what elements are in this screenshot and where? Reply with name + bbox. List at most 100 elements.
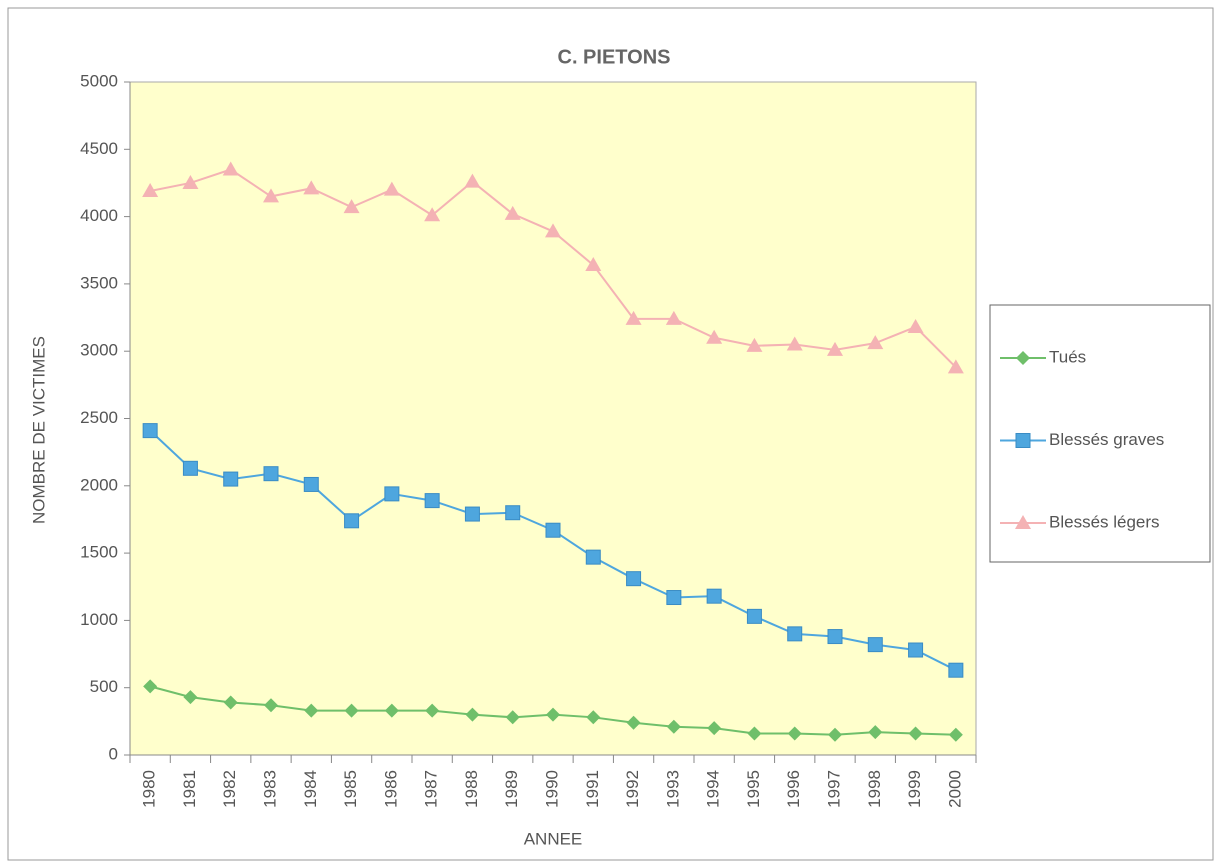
x-tick-label: 1984 xyxy=(301,770,320,808)
y-tick-label: 500 xyxy=(90,677,118,696)
data-point xyxy=(344,513,360,529)
x-tick-label: 1993 xyxy=(663,770,682,808)
data-point xyxy=(907,318,924,333)
x-tick-label: 1995 xyxy=(744,770,763,808)
data-point xyxy=(464,506,480,522)
data-point xyxy=(947,359,964,374)
data-point xyxy=(343,199,360,214)
data-point xyxy=(183,690,198,705)
data-point xyxy=(585,549,601,565)
y-tick-label: 2000 xyxy=(80,475,118,494)
x-axis-label: ANNEE xyxy=(524,829,583,848)
data-point xyxy=(142,423,158,439)
data-point xyxy=(384,486,400,502)
y-tick-label: 1000 xyxy=(80,610,118,629)
data-point xyxy=(222,161,239,176)
data-point xyxy=(706,329,723,344)
x-tick-label: 1987 xyxy=(422,770,441,808)
legend-label: Tués xyxy=(1049,347,1086,366)
data-point xyxy=(948,727,963,742)
x-tick-label: 1997 xyxy=(824,770,843,808)
y-tick-label: 4000 xyxy=(80,206,118,225)
y-tick-label: 5000 xyxy=(80,71,118,90)
data-point xyxy=(666,719,681,734)
data-point xyxy=(787,626,803,642)
data-point xyxy=(626,571,642,587)
data-point xyxy=(263,188,279,203)
x-tick-label: 1996 xyxy=(784,770,803,808)
data-point xyxy=(182,460,198,476)
data-point xyxy=(746,337,763,352)
chart-title: C. PIETONS xyxy=(558,46,671,68)
data-point xyxy=(827,341,843,356)
data-point xyxy=(586,710,601,725)
data-point xyxy=(505,505,521,521)
plot-area xyxy=(129,81,977,756)
data-point xyxy=(868,725,883,740)
x-tick-label: 1999 xyxy=(905,770,924,808)
data-point xyxy=(344,703,359,718)
y-tick-label: 1500 xyxy=(80,543,118,562)
data-point xyxy=(383,181,400,196)
y-tick-label: 3000 xyxy=(80,341,118,360)
data-point xyxy=(223,471,239,487)
data-point xyxy=(504,205,521,220)
x-tick-label: 1991 xyxy=(583,770,602,808)
data-point xyxy=(424,207,441,222)
data-point xyxy=(264,698,278,713)
data-point xyxy=(545,522,561,538)
data-point xyxy=(666,590,682,606)
data-point xyxy=(787,726,802,741)
data-point xyxy=(585,257,602,272)
data-point xyxy=(626,715,641,730)
y-tick-label: 2500 xyxy=(80,408,118,427)
data-point xyxy=(223,695,238,710)
legend-label: Blessés légers xyxy=(1049,512,1160,531)
data-point xyxy=(182,174,199,189)
x-tick-label: 2000 xyxy=(945,770,964,808)
legend-marker xyxy=(1016,351,1030,365)
data-point xyxy=(706,588,722,604)
data-point xyxy=(545,223,561,238)
y-tick-label: 0 xyxy=(109,744,118,763)
data-point xyxy=(867,637,883,653)
data-point xyxy=(707,721,722,736)
y-tick-label: 3500 xyxy=(80,273,118,292)
data-point xyxy=(304,703,319,718)
x-tick-label: 1988 xyxy=(462,770,481,808)
x-tick-label: 1983 xyxy=(260,770,279,808)
x-tick-label: 1980 xyxy=(140,770,159,808)
data-point xyxy=(625,310,642,325)
data-point xyxy=(424,493,440,509)
data-point xyxy=(143,679,158,694)
data-point xyxy=(828,727,842,742)
data-point xyxy=(546,707,560,722)
data-point xyxy=(505,710,520,725)
x-tick-label: 1992 xyxy=(623,770,642,808)
y-tick-label: 4500 xyxy=(80,139,118,158)
data-point xyxy=(908,642,924,658)
legend-marker xyxy=(1015,433,1031,448)
x-tick-label: 1981 xyxy=(180,770,199,808)
legend-marker xyxy=(1015,515,1031,529)
x-tick-label: 1990 xyxy=(542,770,561,808)
x-tick-label: 1989 xyxy=(502,770,521,808)
data-point xyxy=(303,476,319,492)
x-tick-label: 1998 xyxy=(865,770,884,808)
data-point xyxy=(827,629,843,645)
x-tick-label: 1986 xyxy=(381,770,400,808)
data-point xyxy=(747,726,762,741)
data-point xyxy=(465,707,480,722)
data-point xyxy=(464,173,481,188)
data-point xyxy=(746,608,762,624)
data-point xyxy=(263,466,279,482)
data-point xyxy=(665,310,682,325)
data-point xyxy=(303,180,320,195)
data-point xyxy=(142,183,159,198)
x-tick-label: 1985 xyxy=(341,770,360,808)
data-point xyxy=(867,335,884,350)
data-point xyxy=(384,703,399,718)
y-axis-label: NOMBRE DE VICTIMES xyxy=(29,336,48,524)
x-tick-label: 1982 xyxy=(220,770,239,808)
